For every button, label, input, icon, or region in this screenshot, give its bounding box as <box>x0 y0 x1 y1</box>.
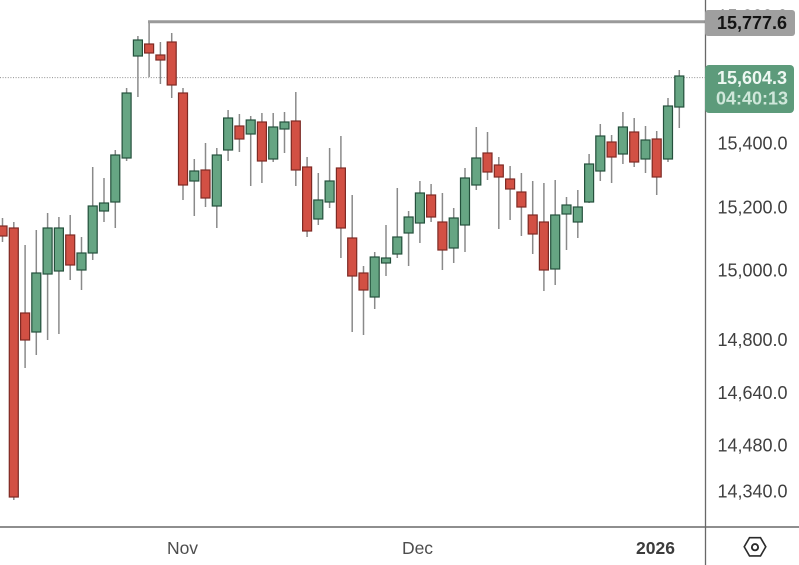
svg-text:04:40:13: 04:40:13 <box>716 89 788 109</box>
svg-text:15,400.0: 15,400.0 <box>717 133 787 153</box>
svg-text:15,777.6: 15,777.6 <box>717 13 787 33</box>
svg-text:15,604.3: 15,604.3 <box>717 68 787 88</box>
svg-text:15,200.0: 15,200.0 <box>717 197 787 217</box>
svg-text:14,640.0: 14,640.0 <box>717 383 787 403</box>
svg-text:14,800.0: 14,800.0 <box>717 330 787 350</box>
svg-text:Nov: Nov <box>167 538 198 558</box>
svg-text:15,000.0: 15,000.0 <box>717 260 787 280</box>
svg-text:2026: 2026 <box>636 538 675 558</box>
svg-text:14,340.0: 14,340.0 <box>717 482 787 502</box>
svg-text:Dec: Dec <box>402 538 433 558</box>
svg-text:14,480.0: 14,480.0 <box>717 436 787 456</box>
